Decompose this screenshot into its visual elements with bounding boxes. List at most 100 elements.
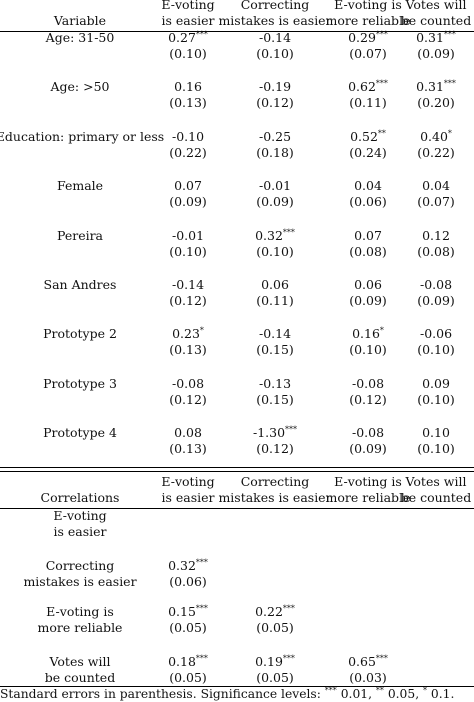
coef-value: 0.65 — [348, 654, 376, 669]
coef-value: -0.08 — [351, 425, 385, 441]
correlations-header: Correlations — [40, 490, 120, 505]
coef-value: 0.16 — [352, 326, 380, 342]
variable-label: Prototype 4 — [43, 425, 117, 441]
significance-stars: * — [199, 326, 204, 336]
correlation-column-header-3: more reliable — [325, 490, 411, 505]
coef-value: 0.32 — [255, 227, 283, 243]
correlation-cell: 0.19*** — [215, 654, 335, 670]
coef-value: 0.18 — [168, 654, 196, 669]
coef-value: -0.01 — [258, 178, 292, 194]
column-header-3: more reliable — [325, 13, 411, 28]
correlation-row-label: E-voting — [53, 508, 107, 523]
standard-error-cell: (0.20) — [417, 95, 455, 111]
standard-error-cell: (0.09) — [417, 46, 455, 61]
standard-error-cell: (0.22) — [417, 144, 455, 160]
standard-error-cell: (0.13) — [169, 95, 207, 111]
table-footnote: Standard errors in parenthesis. Signific… — [0, 686, 454, 702]
significance-stars: *** — [443, 79, 456, 89]
coef-value: -0.08 — [171, 375, 205, 391]
significance-stars: *** — [282, 604, 295, 613]
column-header-1: E-voting — [161, 0, 215, 12]
variable-label: Female — [56, 178, 104, 194]
coef-value: 0.52 — [350, 128, 378, 144]
standard-error-cell: (0.11) — [256, 293, 294, 308]
correlation-row-label: Correcting — [45, 558, 115, 573]
correlation-cell: 0.22*** — [215, 604, 335, 620]
standard-error-cell: (0.09) — [256, 194, 294, 210]
coefficient-cell: -0.08 — [376, 277, 474, 293]
footnote-sig-2: ** — [375, 686, 384, 695]
standard-error-cell: (0.09) — [169, 194, 207, 210]
standard-error-cell: (0.08) — [349, 243, 387, 259]
coef-value: 0.06 — [261, 277, 289, 292]
standard-error-cell: (0.11) — [349, 95, 387, 111]
coef-value: 0.31 — [416, 30, 444, 45]
correlation-row-label: mistakes is easier — [23, 574, 137, 589]
variable-label: Prototype 2 — [43, 326, 117, 342]
variable-header: Variable — [53, 13, 107, 28]
variable-label: San Andres — [43, 277, 117, 292]
coefficient-cell: 0.04 — [376, 178, 474, 194]
coef-value: 0.62 — [348, 79, 376, 95]
table-rule — [0, 686, 474, 687]
coef-value: -0.19 — [258, 79, 292, 95]
coef-value: -0.10 — [171, 128, 205, 144]
correlation-cell: 0.15*** — [128, 604, 248, 620]
coefficient-cell: -0.08 — [308, 376, 428, 392]
standard-error-cell: (0.09) — [349, 441, 387, 457]
coef-value: 0.29 — [348, 30, 376, 45]
coef-value: 0.04 — [422, 178, 450, 194]
standard-error-cell: (0.10) — [349, 342, 387, 358]
correlation-column-header-3: E-voting is — [334, 474, 402, 489]
standard-error-cell: (0.07) — [349, 46, 387, 61]
significance-stars: *** — [282, 654, 295, 663]
significance-stars: *** — [195, 654, 208, 663]
correlation-se-cell: (0.05) — [169, 670, 207, 685]
standard-error-cell: (0.10) — [417, 441, 455, 457]
standard-error-cell: (0.10) — [417, 342, 455, 358]
coef-value: 0.12 — [422, 227, 450, 243]
correlation-column-header-2: mistakes is easier — [218, 490, 332, 505]
correlation-column-header-4: Votes will — [405, 474, 467, 489]
standard-error-cell: (0.10) — [417, 391, 455, 407]
coef-value: -0.13 — [258, 375, 292, 391]
coefficient-cell: 0.06 — [215, 277, 335, 293]
table-rule — [0, 467, 474, 468]
standard-error-cell: (0.12) — [169, 293, 207, 308]
coefficient-cell: 0.16* — [308, 326, 428, 342]
standard-error-cell: (0.10) — [256, 46, 294, 61]
coef-value: -0.08 — [419, 277, 453, 292]
standard-error-cell: (0.09) — [417, 293, 455, 308]
coefficient-cell: 0.52** — [308, 129, 428, 145]
correlation-se-cell: (0.05) — [256, 620, 294, 635]
column-header-1: is easier — [161, 13, 215, 28]
significance-stars: *** — [282, 227, 295, 237]
standard-error-cell: (0.24) — [349, 144, 387, 160]
coefficient-cell: 0.40* — [376, 129, 474, 145]
coef-value: 0.10 — [422, 425, 450, 441]
correlation-se-cell: (0.05) — [169, 620, 207, 635]
significance-stars: *** — [195, 558, 208, 567]
coefficient-cell: -0.10 — [128, 129, 248, 145]
coef-value: -0.08 — [351, 375, 385, 391]
coef-value: 0.32 — [168, 558, 196, 573]
table-rule — [0, 471, 474, 472]
correlation-row-label: is easier — [53, 524, 107, 539]
column-header-3: E-voting is — [334, 0, 402, 12]
correlation-cell: 0.32*** — [128, 558, 248, 574]
standard-error-cell: (0.15) — [256, 342, 294, 358]
coef-value: 0.15 — [168, 604, 196, 619]
coef-value: -0.14 — [258, 30, 292, 45]
column-header-4: Votes will — [405, 0, 467, 12]
coefficient-cell: 0.27*** — [128, 30, 248, 46]
coef-value: 0.22 — [255, 604, 283, 619]
standard-error-cell: (0.12) — [349, 391, 387, 407]
variable-label: Education: primary or less — [0, 128, 165, 144]
coefficient-cell: -0.08 — [128, 376, 248, 392]
coef-value: 0.08 — [174, 425, 202, 441]
significance-stars: *** — [195, 30, 208, 39]
significance-stars: * — [447, 128, 452, 138]
coef-value: 0.27 — [168, 30, 196, 45]
coef-value: -0.14 — [258, 326, 292, 342]
correlation-se-cell: (0.03) — [349, 670, 387, 685]
